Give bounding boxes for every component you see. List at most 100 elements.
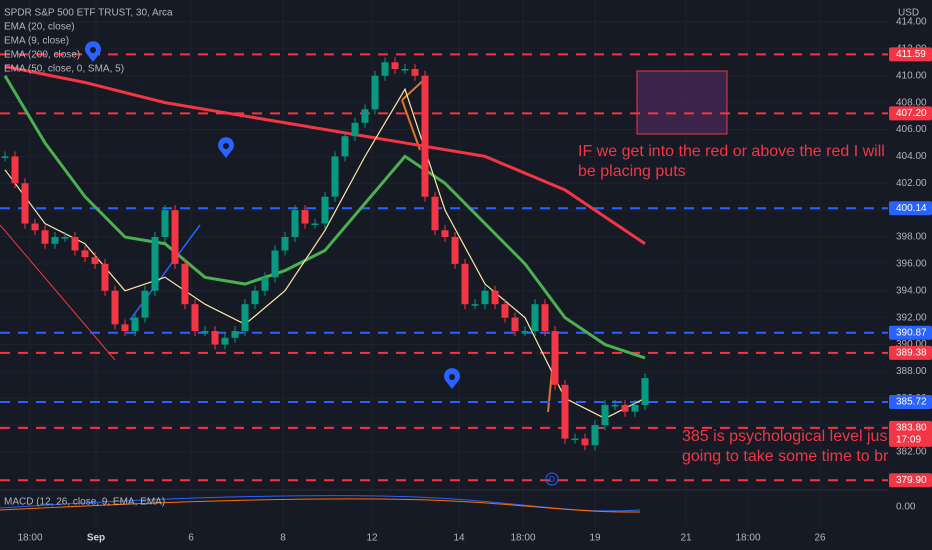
candle-body bbox=[111, 290, 119, 325]
candle-body bbox=[271, 250, 279, 278]
svg-text:D: D bbox=[549, 475, 555, 484]
candle-body bbox=[201, 331, 209, 333]
y-tick-label: 394.00 bbox=[896, 285, 927, 296]
candle-body bbox=[101, 263, 109, 291]
candle-body bbox=[451, 237, 459, 264]
candle-body bbox=[221, 337, 229, 345]
candle-body bbox=[631, 404, 639, 412]
candle-body bbox=[1, 156, 9, 158]
annotation: be placing puts bbox=[578, 163, 686, 180]
x-tick-label: 18:00 bbox=[17, 533, 42, 544]
candle-body bbox=[541, 304, 549, 332]
candle-body bbox=[441, 230, 449, 237]
countdown: 17:09 bbox=[896, 434, 921, 445]
candle-body bbox=[471, 304, 479, 306]
annotation: 385 is psychological level jus bbox=[682, 428, 887, 445]
candle-body bbox=[591, 425, 599, 446]
candle-body bbox=[91, 257, 99, 264]
candle-body bbox=[141, 290, 149, 318]
price-axis bbox=[888, 0, 932, 550]
price-label-box bbox=[889, 473, 932, 488]
candle-body bbox=[281, 237, 289, 251]
candle-body bbox=[611, 404, 619, 407]
annotation: going to take some time to br bbox=[682, 448, 889, 465]
candle-body bbox=[431, 196, 439, 231]
y-tick-label: 414.00 bbox=[896, 17, 927, 28]
y-tick-label: 402.00 bbox=[896, 178, 927, 189]
dividend-marker: D bbox=[545, 472, 559, 486]
legend-entry: EMA (50, close, 0, SMA, 5) bbox=[4, 64, 124, 75]
candle-body bbox=[311, 223, 319, 226]
candle-body bbox=[131, 317, 139, 332]
legend-entry: EMA (9, close) bbox=[4, 36, 69, 47]
candle-body bbox=[501, 304, 509, 318]
candle-body bbox=[21, 183, 29, 224]
candle-body bbox=[41, 230, 49, 244]
x-tick-label: Sep bbox=[87, 533, 105, 544]
candle-body bbox=[371, 75, 379, 110]
candle-body bbox=[241, 304, 249, 332]
ema-line bbox=[4, 87, 646, 420]
y-tick-label: 410.00 bbox=[896, 70, 927, 81]
legend-entry: SPDR S&P 500 ETF TRUST, 30, Arca bbox=[4, 8, 173, 19]
price-label: 383.80 bbox=[896, 422, 927, 433]
candle-body bbox=[61, 237, 69, 239]
price-label: 407.20 bbox=[896, 108, 927, 119]
price-label: 385.72 bbox=[896, 397, 927, 408]
price-label: 411.59 bbox=[896, 49, 926, 60]
candle-body bbox=[181, 263, 189, 305]
signal-line bbox=[0, 498, 641, 513]
candle-body bbox=[81, 250, 89, 258]
ema-line bbox=[3, 74, 646, 360]
candle-body bbox=[31, 223, 39, 231]
x-tick-label: 14 bbox=[453, 533, 465, 544]
candle-body bbox=[461, 263, 469, 305]
ema-line bbox=[4, 64, 646, 245]
candle-body bbox=[11, 156, 19, 184]
y-tick-label: 390.00 bbox=[896, 339, 927, 350]
y-tick-label: 398.00 bbox=[896, 232, 927, 243]
y-tick-label: 382.00 bbox=[896, 447, 927, 458]
candle-body bbox=[571, 438, 579, 441]
drawing bbox=[401, 99, 421, 151]
candle-body bbox=[191, 304, 199, 332]
price-label-box bbox=[889, 47, 932, 62]
candle-body bbox=[641, 378, 649, 405]
candle-body bbox=[121, 324, 129, 332]
macd-label: MACD (12, 26, close, 9, EMA, EMA) bbox=[4, 497, 165, 508]
candle-body bbox=[261, 277, 269, 291]
pin bbox=[444, 368, 460, 389]
y-tick-label: 406.00 bbox=[896, 124, 927, 135]
candle-body bbox=[321, 196, 329, 224]
price-label: 389.38 bbox=[896, 347, 927, 358]
candle-body bbox=[401, 69, 409, 71]
price-label-box bbox=[889, 420, 932, 447]
candle-body bbox=[551, 331, 559, 385]
candle-body bbox=[51, 237, 59, 244]
candle-body bbox=[291, 210, 299, 237]
y-tick-label: 404.00 bbox=[896, 151, 927, 162]
candle-body bbox=[361, 109, 369, 123]
macd-tick-label: 0.00 bbox=[896, 502, 916, 513]
candle-body bbox=[301, 210, 309, 224]
x-tick-label: 26 bbox=[814, 533, 826, 544]
pin bbox=[85, 41, 101, 62]
candle-body bbox=[231, 331, 239, 338]
x-tick-label: 19 bbox=[589, 533, 601, 544]
price-label-box bbox=[889, 395, 932, 410]
x-tick-label: 18:00 bbox=[735, 533, 760, 544]
candle-body bbox=[511, 317, 519, 332]
candle-body bbox=[331, 156, 339, 197]
price-label: 379.90 bbox=[896, 475, 927, 486]
candle-body bbox=[421, 75, 429, 197]
legend-entry: EMA (200, close) bbox=[4, 50, 80, 61]
price-label-box bbox=[889, 201, 932, 216]
candle-body bbox=[351, 122, 359, 137]
y-tick-label: 392.00 bbox=[896, 312, 927, 323]
candle-body bbox=[481, 290, 489, 305]
x-tick-label: 6 bbox=[188, 533, 194, 544]
x-tick-label: 18:00 bbox=[510, 533, 535, 544]
x-tick-label: 8 bbox=[280, 533, 286, 544]
candle-body bbox=[151, 237, 159, 291]
trend-line bbox=[0, 224, 116, 361]
